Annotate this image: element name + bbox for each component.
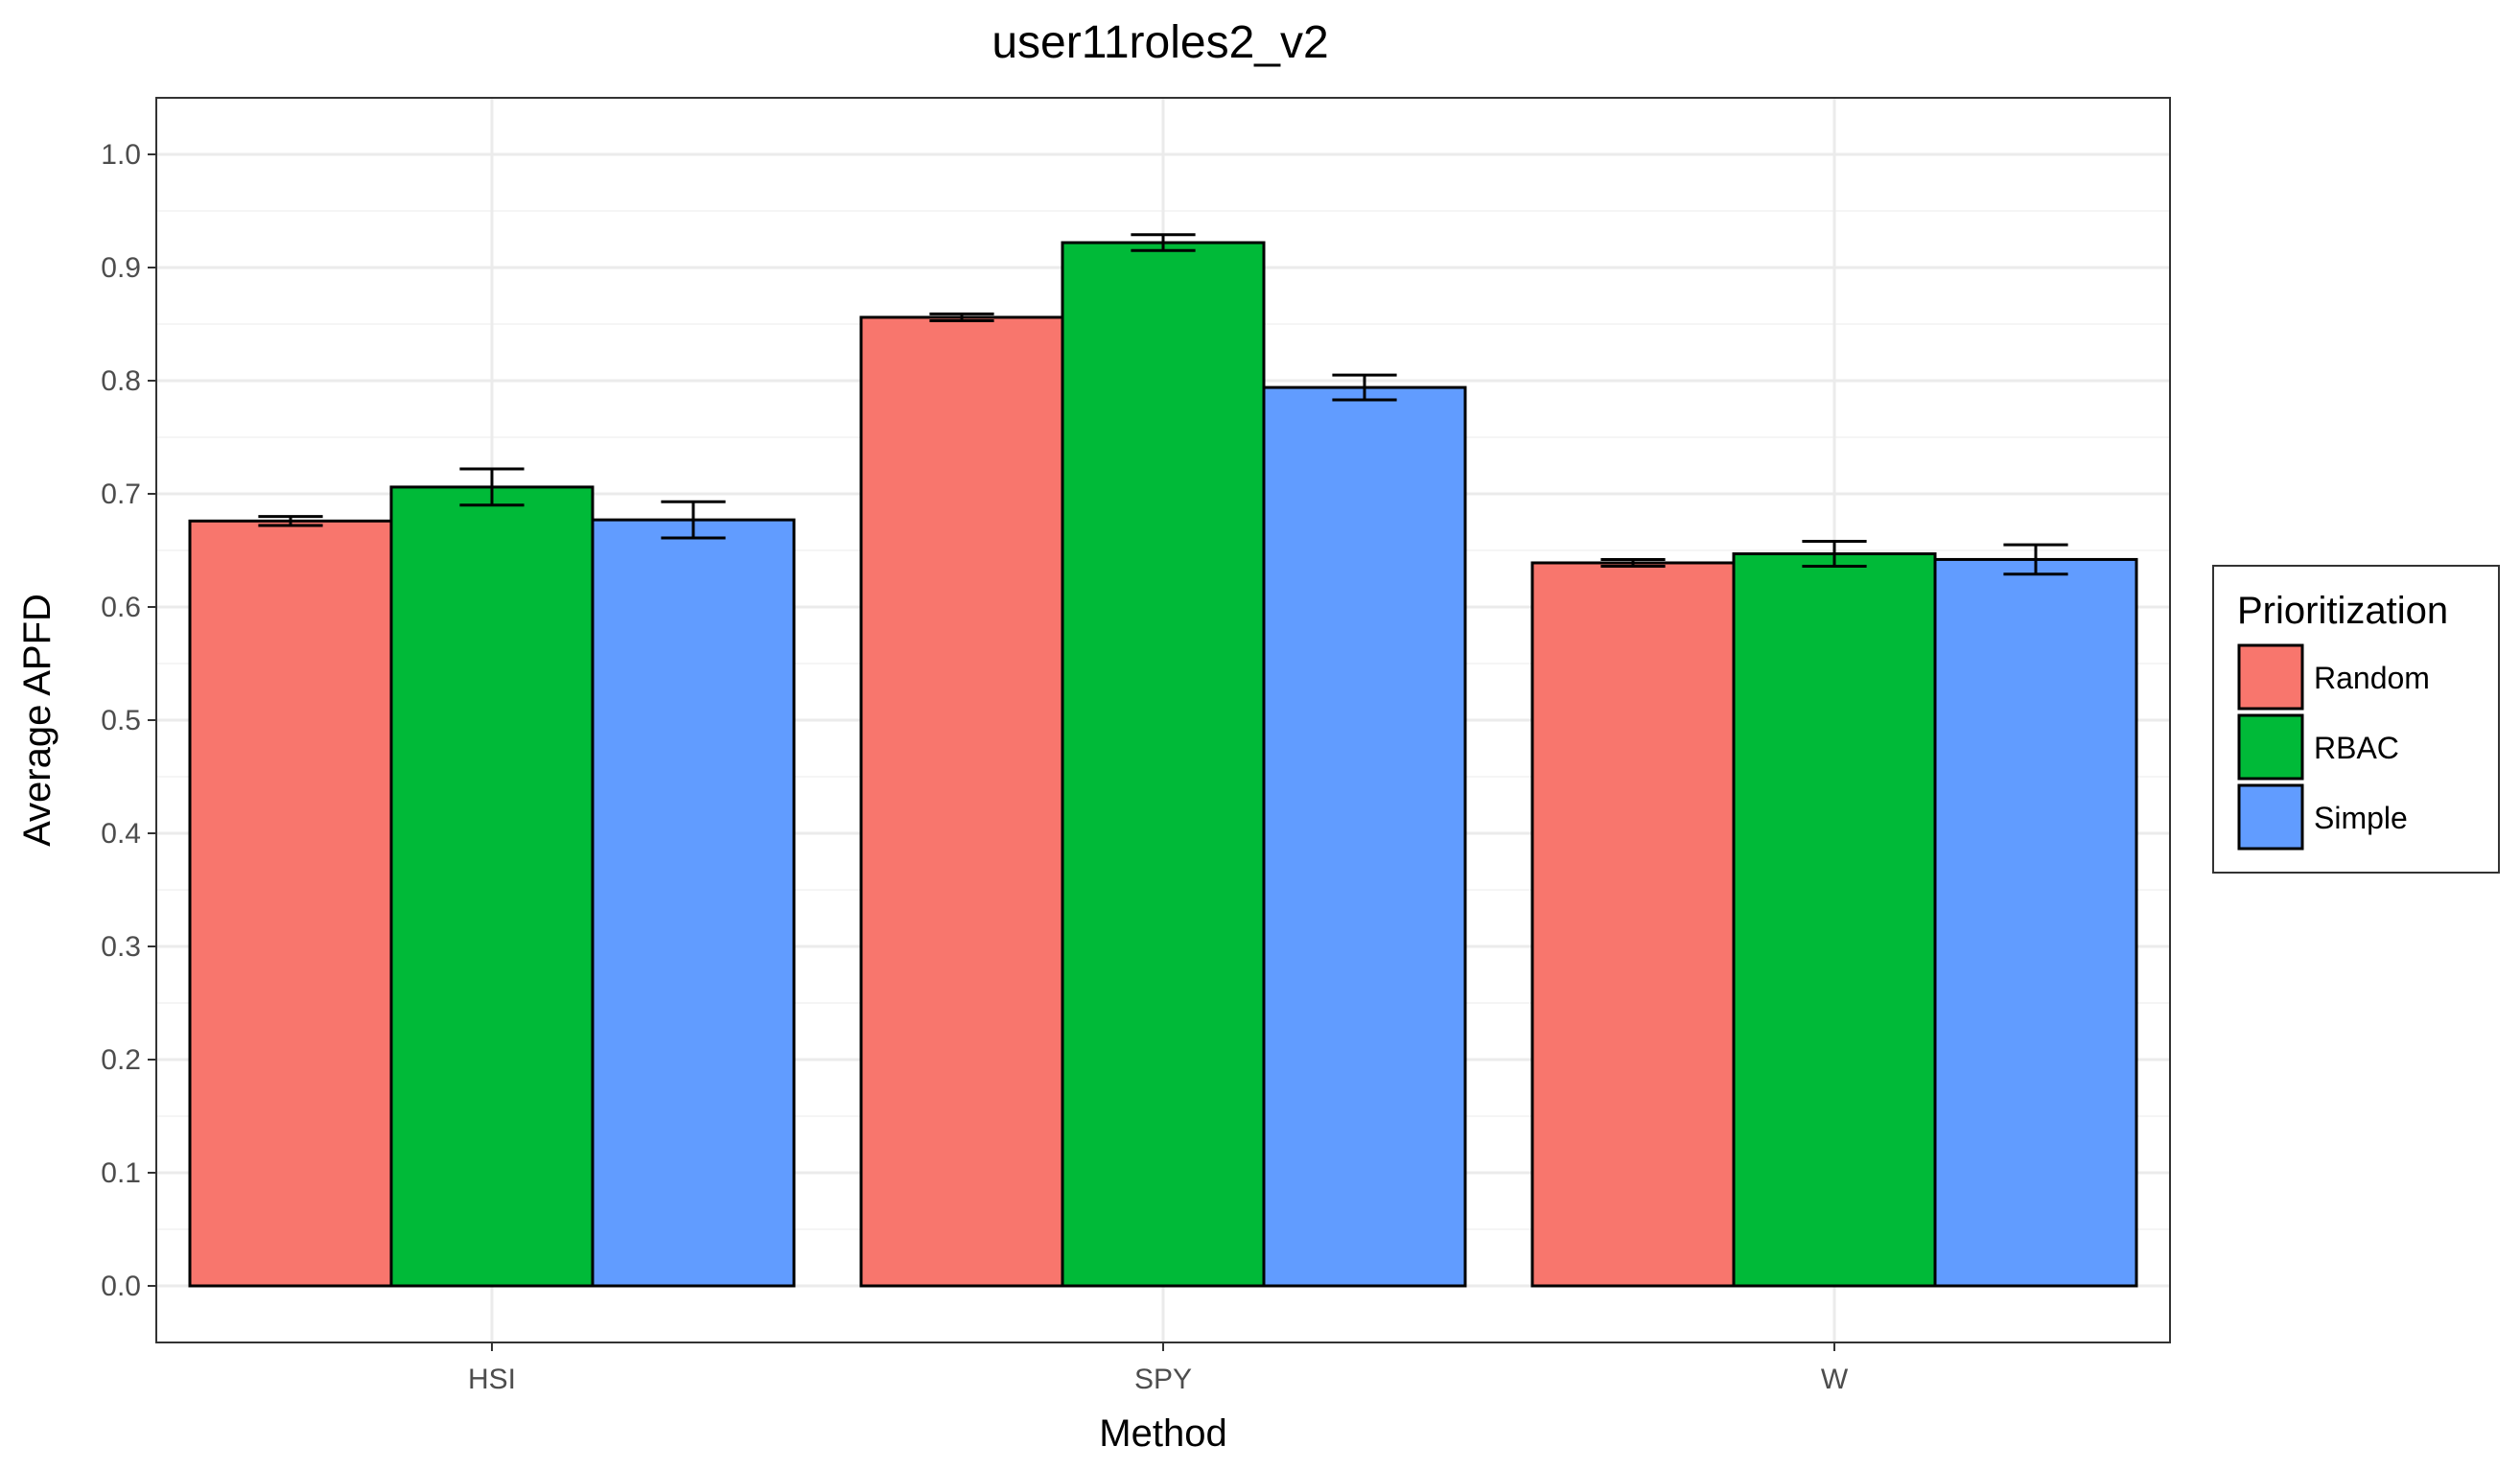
y-axis-title: Average APFD — [16, 594, 58, 847]
y-tick-label: 0.7 — [101, 478, 141, 510]
bar — [188, 519, 393, 1288]
bar — [389, 485, 595, 1288]
legend-label: Simple — [2314, 801, 2408, 835]
y-tick-label: 0.5 — [101, 705, 141, 736]
x-axis-title: Method — [1099, 1412, 1226, 1455]
legend-key — [2237, 643, 2304, 711]
y-tick-label: 1.0 — [101, 139, 141, 171]
y-tick-label: 0.6 — [101, 592, 141, 623]
y-tick-label: 0.9 — [101, 252, 141, 284]
y-axis: 0.0 0.1 0.2 0.3 0.4 0.5 0.6 0.7 0.8 0.9 1.0 — [101, 139, 156, 1302]
bar — [859, 315, 1064, 1288]
y-tick-label: 0.3 — [101, 931, 141, 963]
bar — [1262, 385, 1467, 1288]
legend-label: Random — [2314, 661, 2430, 695]
y-tick-label: 0.8 — [101, 365, 141, 397]
y-tick-label: 0.2 — [101, 1044, 141, 1076]
legend-key — [2237, 713, 2304, 781]
y-tick-label: 0.4 — [101, 818, 141, 850]
bar — [591, 518, 796, 1288]
bars — [188, 241, 2138, 1288]
x-tick-label: SPY — [1134, 1364, 1192, 1395]
y-tick-label: 0.1 — [101, 1157, 141, 1189]
legend-key — [2237, 783, 2304, 851]
legend: Prioritization Random RBAC Simple — [2212, 565, 2500, 874]
bar — [1933, 557, 2138, 1288]
y-tick-label: 0.0 — [101, 1271, 141, 1302]
legend-label: RBAC — [2314, 731, 2399, 765]
bar — [1530, 561, 1736, 1288]
bar — [1732, 552, 1937, 1288]
legend-title: Prioritization — [2237, 590, 2448, 632]
error-bars — [258, 233, 2068, 576]
bar — [1061, 241, 1266, 1288]
x-tick-label: HSI — [468, 1364, 516, 1395]
x-tick-label: W — [1821, 1364, 1849, 1395]
x-axis: HSI SPY W — [468, 1342, 1849, 1395]
chart-title: user11roles2_v2 — [992, 17, 1328, 68]
